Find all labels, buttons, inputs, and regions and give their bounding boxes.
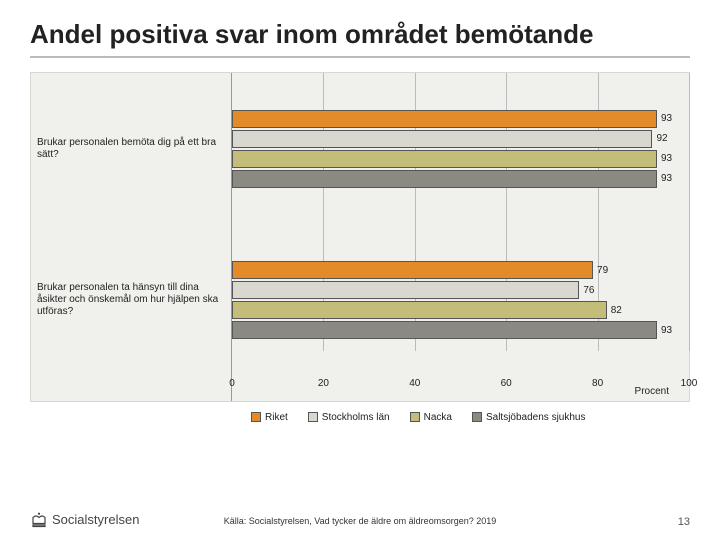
legend-label: Stockholms län xyxy=(322,412,390,423)
bar-value-label: 79 xyxy=(593,261,608,279)
legend-item: Riket xyxy=(251,412,288,423)
x-tick: 20 xyxy=(318,378,329,389)
crown-icon xyxy=(30,510,48,528)
legend-swatch xyxy=(410,412,420,422)
bar-value-label: 76 xyxy=(579,281,594,299)
legend-label: Nacka xyxy=(424,412,452,423)
bar-row: 76 xyxy=(232,281,689,299)
bar-group: 79 76 82 93 xyxy=(232,224,689,376)
group-label-0: Brukar personalen bemöta dig på ett bra … xyxy=(37,73,231,225)
chart: Brukar personalen bemöta dig på ett bra … xyxy=(30,72,690,402)
bar-row: 93 xyxy=(232,321,689,339)
bar-value-label: 93 xyxy=(657,321,672,339)
bar-value-label: 93 xyxy=(657,110,672,128)
bar xyxy=(232,281,579,299)
legend-item: Stockholms län xyxy=(308,412,390,423)
x-tick: 100 xyxy=(681,378,698,389)
bar-row: 93 xyxy=(232,110,689,128)
bar-row: 82 xyxy=(232,301,689,319)
legend-item: Nacka xyxy=(410,412,452,423)
bar-value-label: 93 xyxy=(657,150,672,168)
legend-swatch xyxy=(308,412,318,422)
bar-value-label: 93 xyxy=(657,170,672,188)
bar-row: 79 xyxy=(232,261,689,279)
bar xyxy=(232,130,652,148)
axis-title: Procent xyxy=(635,386,669,397)
legend-label: Saltsjöbadens sjukhus xyxy=(486,412,586,423)
org-name: Socialstyrelsen xyxy=(52,512,139,527)
gridline xyxy=(689,73,690,351)
bar xyxy=(232,261,593,279)
bar xyxy=(232,150,657,168)
group-label-1: Brukar personalen ta hänsyn till dina ås… xyxy=(37,224,231,376)
legend-swatch xyxy=(472,412,482,422)
x-tick: 80 xyxy=(592,378,603,389)
bars-container: 93 92 93 93 79 76 82 93 xyxy=(231,73,689,376)
bar xyxy=(232,170,657,188)
slide: Andel positiva svar inom området bemötan… xyxy=(0,0,720,540)
legend-item: Saltsjöbadens sjukhus xyxy=(472,412,586,423)
legend-swatch xyxy=(251,412,261,422)
page-number: 13 xyxy=(678,516,690,528)
x-axis: Procent 020406080100 xyxy=(31,376,689,401)
x-tick: 40 xyxy=(409,378,420,389)
bar-row: 92 xyxy=(232,130,689,148)
bar-group: 93 92 93 93 xyxy=(232,73,689,225)
bar-row: 93 xyxy=(232,150,689,168)
bar-row: 93 xyxy=(232,170,689,188)
y-axis-labels: Brukar personalen bemöta dig på ett bra … xyxy=(31,73,231,376)
page-title: Andel positiva svar inom området bemötan… xyxy=(30,20,690,58)
plot-area: Brukar personalen bemöta dig på ett bra … xyxy=(31,73,689,376)
x-tick: 60 xyxy=(501,378,512,389)
footer: Socialstyrelsen 13 xyxy=(30,510,690,528)
legend-label: Riket xyxy=(265,412,288,423)
bar xyxy=(232,321,657,339)
bar-value-label: 92 xyxy=(652,130,667,148)
legend: Riket Stockholms län Nacka Saltsjöbadens sj… xyxy=(231,412,689,423)
x-axis-ticks: Procent 020406080100 xyxy=(231,376,689,401)
bar-value-label: 82 xyxy=(607,301,622,319)
bar xyxy=(232,301,607,319)
bar xyxy=(232,110,657,128)
x-tick: 0 xyxy=(229,378,235,389)
org-logo: Socialstyrelsen xyxy=(30,510,139,528)
